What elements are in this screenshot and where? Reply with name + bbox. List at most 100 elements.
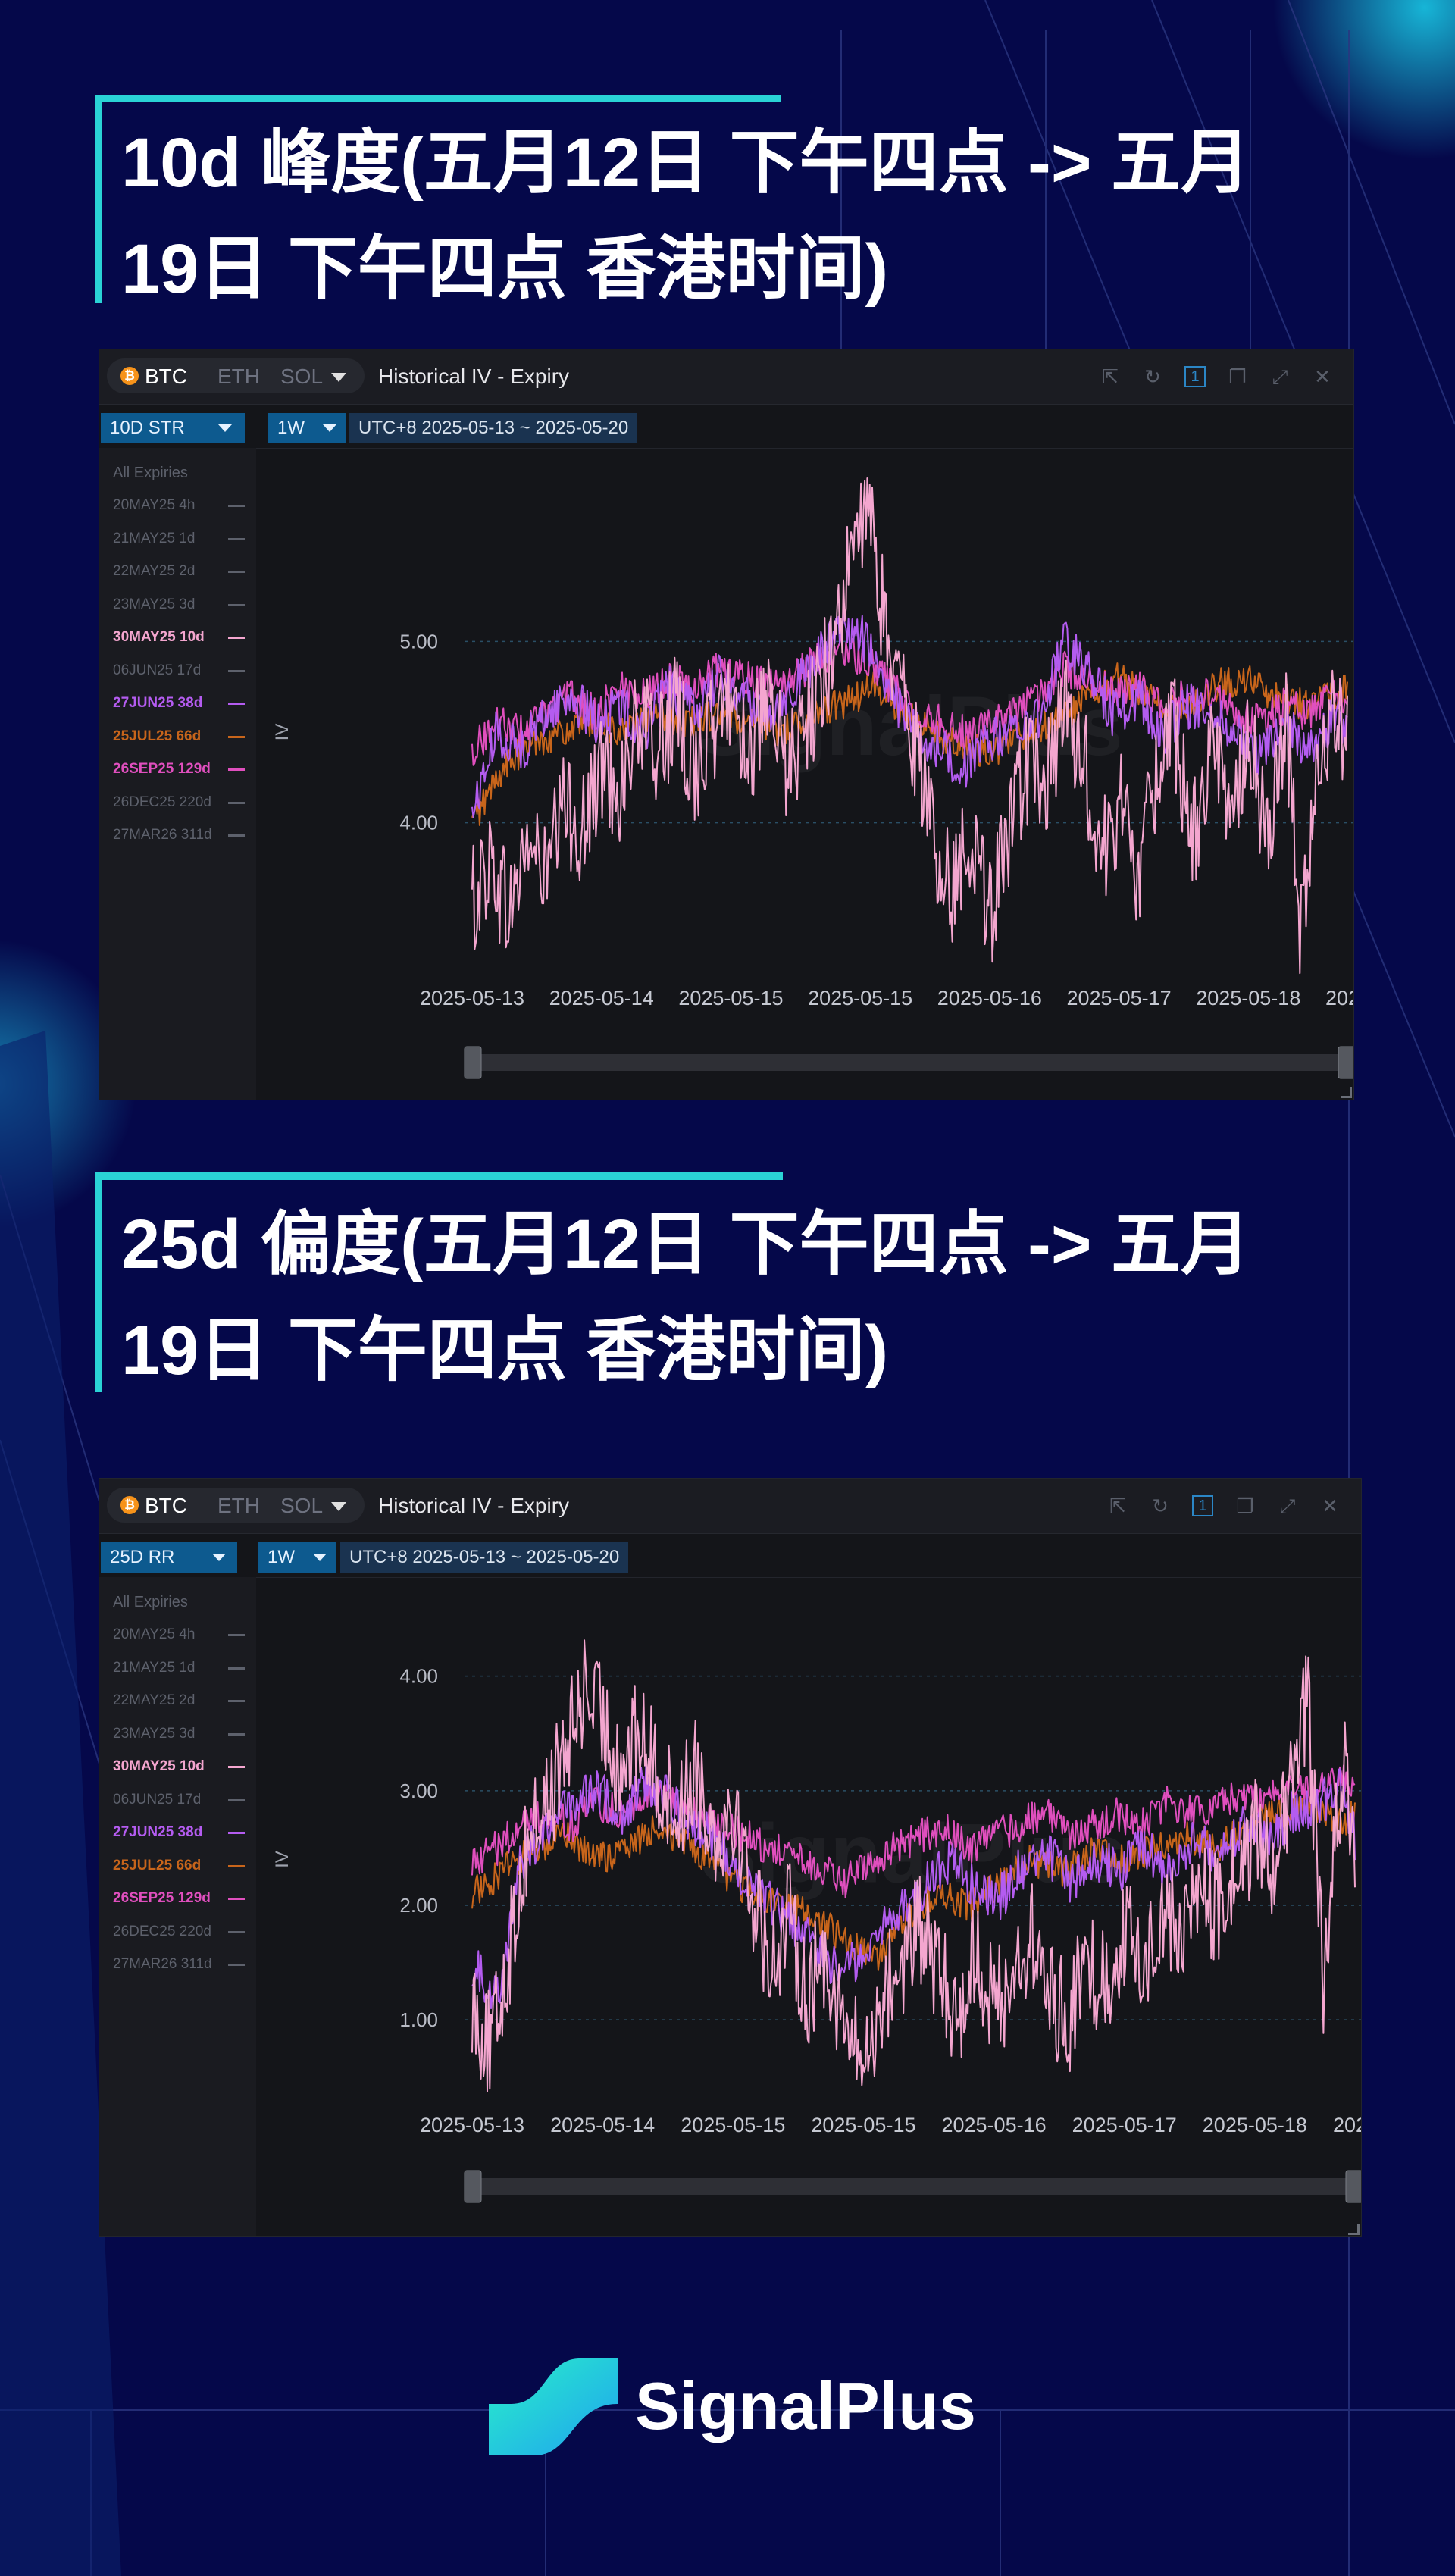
legend-swatch (228, 1634, 245, 1636)
legend-item[interactable]: 22MAY25 2d (113, 1692, 196, 1708)
y-tick-label: 1.00 (399, 2008, 438, 2031)
y-tick-label: 4.00 (399, 812, 438, 834)
legend-item[interactable]: 30MAY25 10d (113, 629, 205, 645)
legend-item[interactable]: 21MAY25 1d (113, 530, 196, 546)
brand-name: SignalPlus (635, 2368, 976, 2443)
coin-tab-eth[interactable]: ETH (217, 1494, 260, 1517)
coin-tab-sol[interactable]: SOL (280, 365, 324, 388)
legend-swatch (228, 537, 245, 540)
chevron-down-icon (218, 424, 232, 432)
metric-select-value: 10D STR (110, 418, 185, 438)
slider-handle-right[interactable] (1345, 2170, 1361, 2203)
legend-swatch (228, 1700, 245, 1702)
slider-handle-left[interactable] (464, 2170, 482, 2203)
legend-item[interactable]: 20MAY25 4h (113, 1626, 196, 1642)
legend-item[interactable]: 06JUN25 17d (113, 662, 202, 678)
period-select[interactable]: 1W (258, 1542, 336, 1573)
legend-swatch (228, 1766, 245, 1768)
coin-tab-btc[interactable]: BTC (145, 365, 187, 388)
refresh-icon[interactable]: ↻ (1152, 1495, 1169, 1517)
legend-swatch (228, 1832, 245, 1834)
x-tick-label: 2025-05-15 (808, 987, 912, 1009)
coin-tab-sol[interactable]: SOL (280, 1494, 324, 1517)
legend-item[interactable]: 22MAY25 2d (113, 563, 196, 579)
time-range-slider[interactable] (465, 1054, 1353, 1071)
period-select[interactable]: 1W (268, 413, 346, 443)
legend-header[interactable]: All Expiries (113, 465, 188, 481)
expiry-legend: All Expiries 20MAY25 4h 21MAY25 1d 22MAY25… (99, 448, 256, 1100)
refresh-icon[interactable]: ↻ (1144, 365, 1161, 388)
external-link-icon[interactable]: ⇱ (1109, 1495, 1126, 1517)
chevron-down-icon (313, 1554, 327, 1561)
series-line-25jul25-66d (471, 662, 1348, 826)
duplicate-icon[interactable]: ❐ (1236, 1495, 1254, 1517)
legend-header[interactable]: All Expiries (113, 1594, 188, 1610)
legend-item[interactable]: 27JUN25 38d (113, 695, 203, 711)
y-tick-label: 4.00 (399, 1665, 438, 1688)
legend-swatch (228, 669, 245, 672)
legend-item[interactable]: 27MAR26 311d (113, 1956, 212, 1972)
y-axis-label: IV (272, 1851, 293, 1868)
legend-swatch (228, 1798, 245, 1801)
chart-panel-kurtosis: ₿ BTC ETH SOL Historical IV - Expiry ⇱ ↻… (99, 349, 1354, 1100)
legend-item[interactable]: 23MAY25 3d (113, 596, 196, 612)
layout-one-icon[interactable]: 1 (1192, 1495, 1213, 1516)
legend-swatch (228, 505, 245, 507)
x-tick-label: 2025-05-13 (420, 2114, 524, 2136)
date-range[interactable]: UTC+8 2025-05-13 ~ 2025-05-20 (340, 1542, 629, 1573)
legend-item[interactable]: 25JUL25 66d (113, 728, 202, 744)
y-tick-label: 5.00 (399, 630, 438, 653)
x-tick-label: 2025-05-16 (942, 2114, 1047, 2136)
legend-item[interactable]: 20MAY25 4h (113, 497, 196, 513)
resize-handle-icon[interactable] (1341, 1087, 1352, 1098)
time-range-slider[interactable] (465, 2178, 1361, 2195)
section-heading-kurtosis: 10d 峰度(五月12日 下午四点 -> 五月19日 下午四点 香港时间) (95, 95, 1322, 308)
resize-handle-icon[interactable] (1348, 2224, 1360, 2235)
watermark: SignalPlus (700, 1808, 1126, 1901)
external-link-icon[interactable]: ⇱ (1102, 365, 1119, 388)
legend-item[interactable]: 21MAY25 1d (113, 1659, 196, 1676)
coin-tab-btc[interactable]: BTC (145, 1494, 187, 1517)
chevron-down-icon[interactable] (331, 373, 346, 382)
legend-item[interactable]: 23MAY25 3d (113, 1725, 196, 1742)
chevron-down-icon[interactable] (331, 1502, 346, 1511)
series-line-30may25-10d (471, 1639, 1356, 2092)
slider-handle-left[interactable] (464, 1046, 482, 1079)
x-tick-label: 2025-05-17 (1072, 2114, 1177, 2136)
legend-item[interactable]: 30MAY25 10d (113, 1758, 205, 1774)
legend-item[interactable]: 26DEC25 220d (113, 1923, 211, 1939)
expand-icon[interactable]: ⤢ (1272, 365, 1288, 388)
legend-item[interactable]: 06JUN25 17d (113, 1791, 202, 1808)
close-icon[interactable]: ✕ (1322, 1495, 1338, 1517)
coin-tab-eth[interactable]: ETH (217, 365, 260, 388)
y-tick-label: 3.00 (399, 1779, 438, 1802)
chart-plot-area[interactable]: 1.00 2.00 3.00 4.00 IV SignalPlus 2025-05-13 20… (256, 1577, 1361, 2236)
legend-item[interactable]: 26DEC25 220d (113, 793, 211, 810)
layout-one-icon[interactable]: 1 (1184, 366, 1206, 387)
coin-selector[interactable]: ₿ BTC ETH SOL (107, 1488, 365, 1523)
x-tick-label: 2025-05-19 (1333, 2114, 1361, 2136)
panel-title: Historical IV - Expiry (378, 1494, 570, 1517)
close-icon[interactable]: ✕ (1314, 365, 1331, 388)
coin-selector[interactable]: ₿ BTC ETH SOL (107, 358, 365, 393)
date-range[interactable]: UTC+8 2025-05-13 ~ 2025-05-20 (349, 413, 638, 443)
legend-item[interactable]: 27MAR26 311d (113, 827, 212, 843)
metric-select[interactable]: 25D RR (101, 1542, 237, 1573)
legend-swatch (228, 1732, 245, 1736)
expand-icon[interactable]: ⤢ (1279, 1495, 1296, 1517)
y-axis-label: IV (272, 724, 293, 741)
bitcoin-icon: ₿ (120, 367, 139, 385)
legend-item[interactable]: 26SEP25 129d (113, 1890, 211, 1906)
duplicate-icon[interactable]: ❐ (1228, 365, 1247, 388)
series-line-27jun25-38d (471, 607, 1348, 818)
chart-plot-area[interactable]: 4.00 5.00 IV SignalPlus 2025-05-13 2025-05-14… (256, 448, 1353, 1100)
slider-handle-right[interactable] (1338, 1046, 1353, 1079)
expiry-legend: All Expiries 20MAY25 4h 21MAY25 1d 22MAY25… (99, 1577, 256, 2236)
panel-toolbar: ₿ BTC ETH SOL Historical IV - Expiry ⇱ ↻… (99, 1479, 1361, 1534)
legend-item[interactable]: 26SEP25 129d (113, 761, 211, 777)
legend-item[interactable]: 25JUL25 66d (113, 1857, 202, 1873)
x-tick-label: 2025-05-17 (1067, 987, 1172, 1009)
legend-item[interactable]: 27JUN25 38d (113, 1824, 203, 1840)
metric-select[interactable]: 10D STR (101, 413, 245, 443)
